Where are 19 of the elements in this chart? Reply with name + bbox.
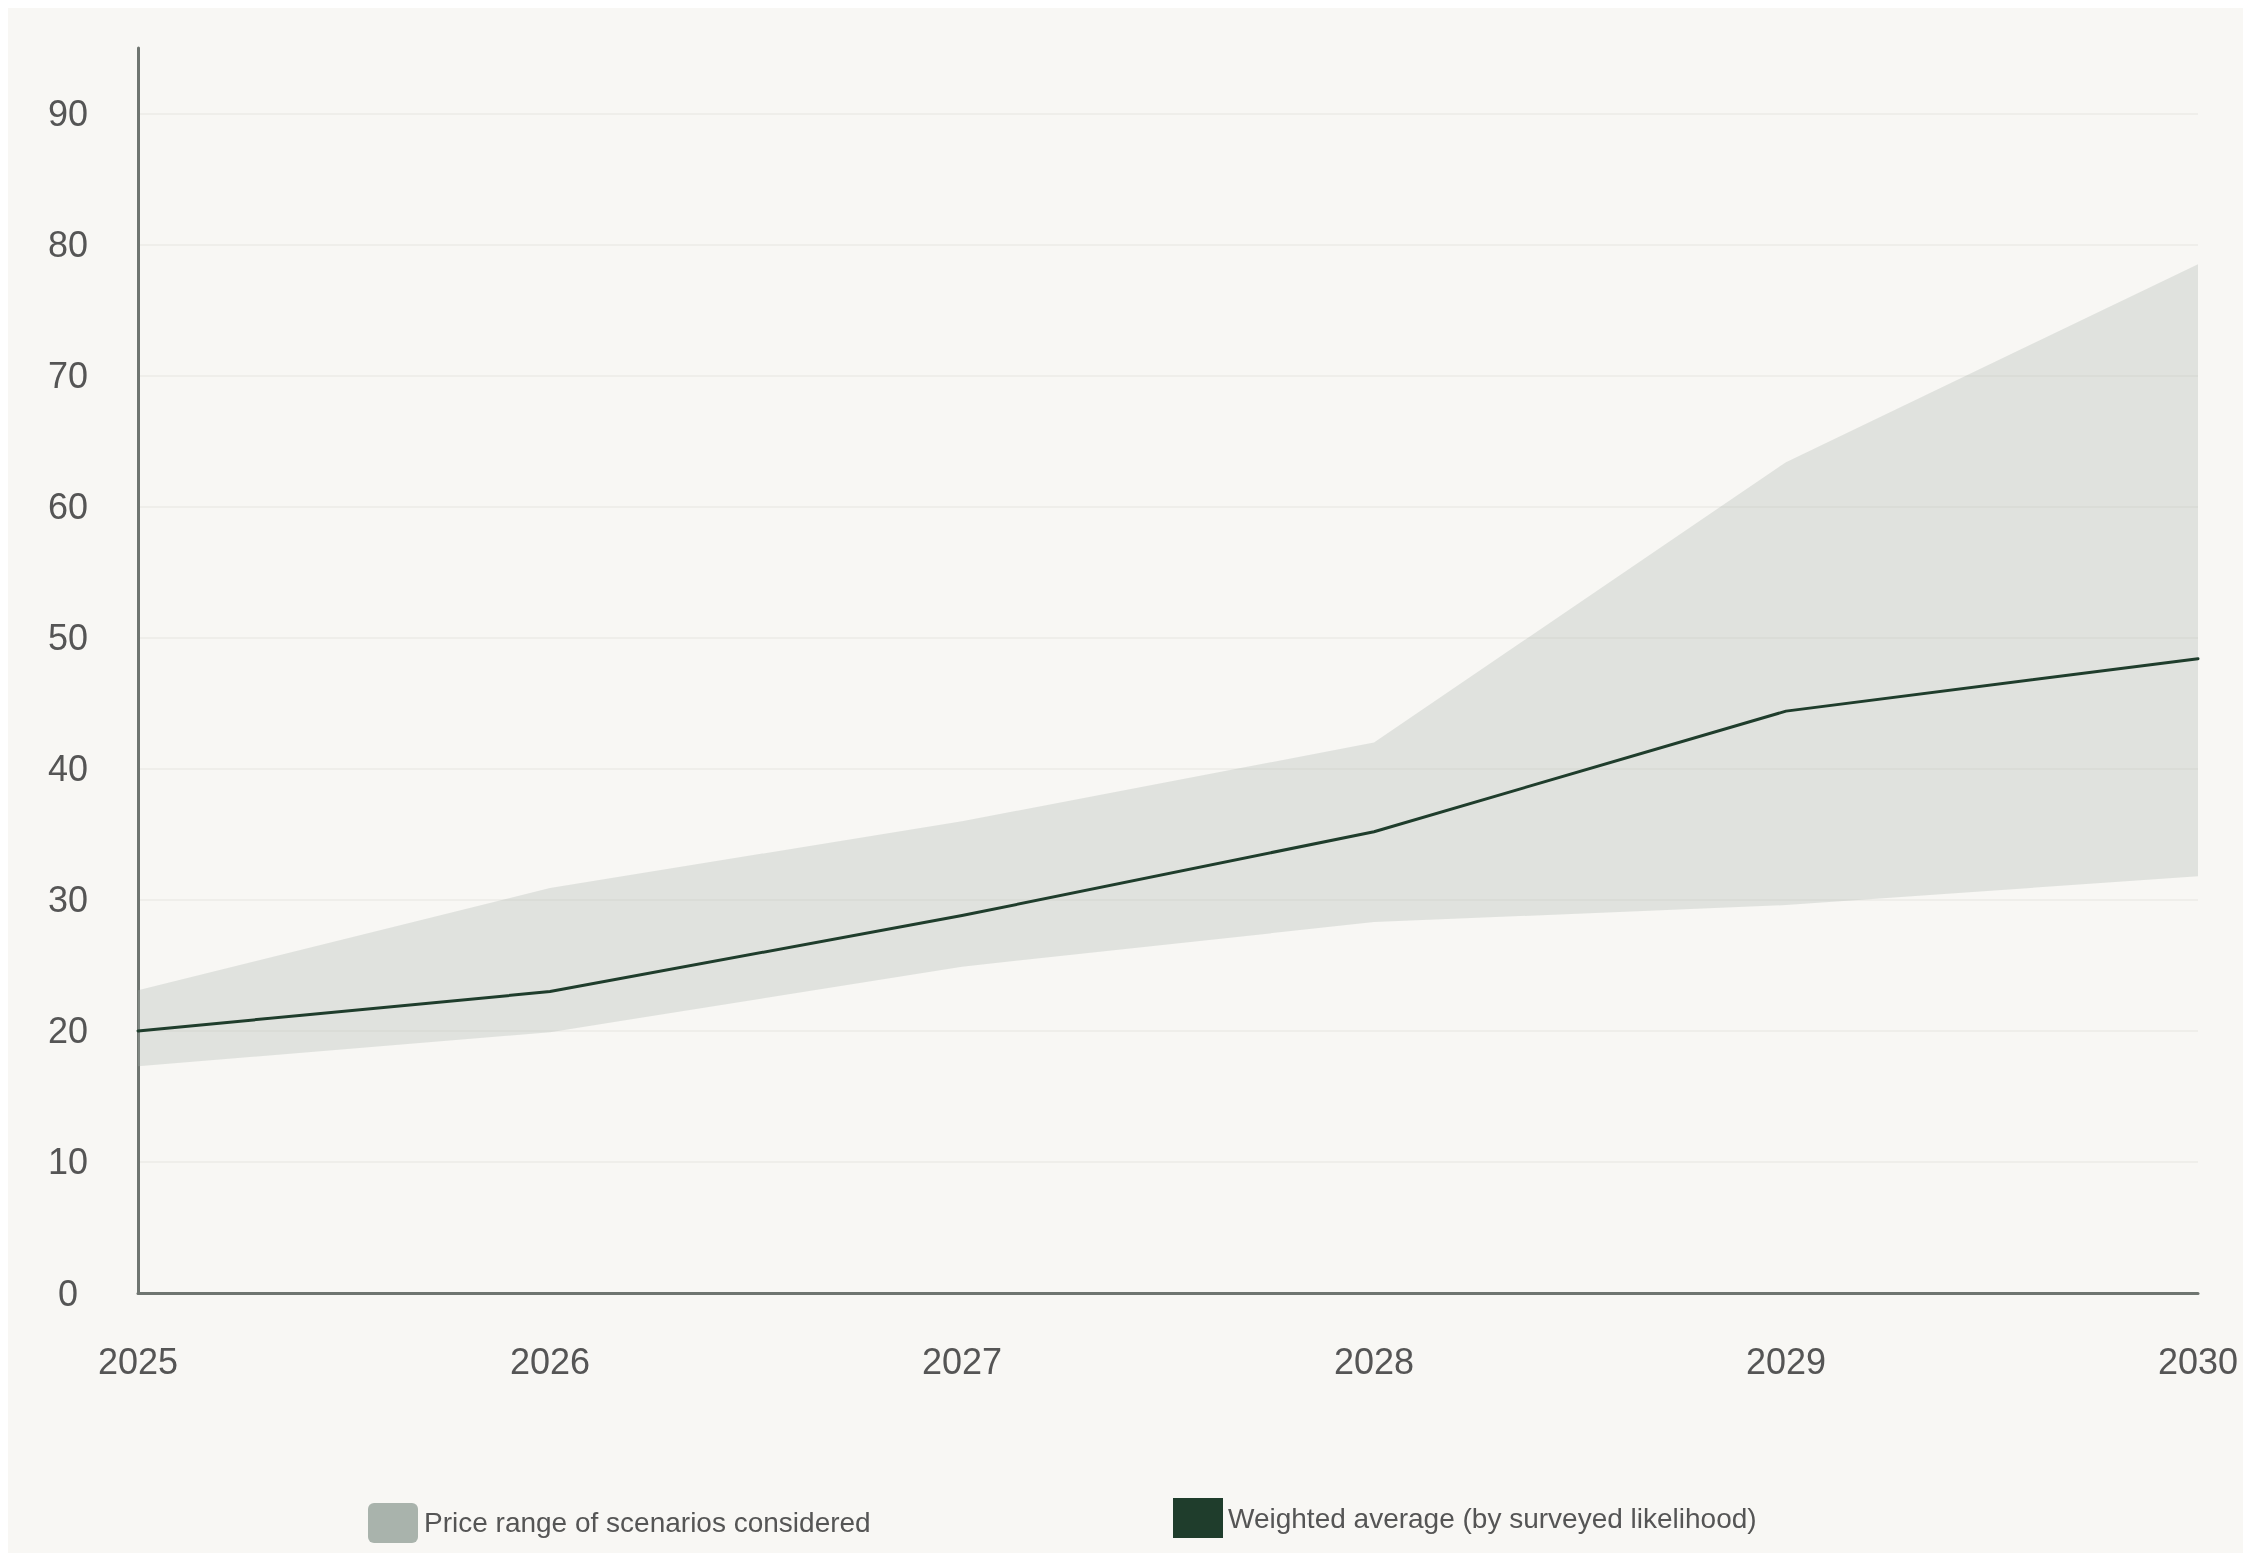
y-tick-label: 20: [47, 1010, 89, 1052]
x-tick-label: 2029: [1745, 1340, 1827, 1382]
x-tick-label: 2030: [2157, 1340, 2239, 1382]
y-tick-label: 10: [47, 1141, 89, 1183]
y-tick-label: 40: [47, 748, 89, 790]
line-series: [136, 657, 2200, 1033]
y-tick-label: 60: [47, 486, 89, 528]
y-tick-label: 80: [47, 224, 89, 266]
x-tick-label: 2025: [97, 1340, 179, 1382]
x-tick-label: 2026: [509, 1340, 591, 1382]
y-tick-label: 70: [47, 355, 89, 397]
x-tick-label: 2027: [921, 1340, 1003, 1382]
legend-label: Weighted average (by surveyed likelihood): [1228, 1502, 1757, 1534]
text: Price range of scenarios considered: [424, 1507, 871, 1539]
y-tick-label: 90: [47, 93, 89, 135]
y-tick-label: 0: [57, 1272, 79, 1314]
y-tick-label: 50: [47, 617, 89, 659]
y-tick-label: 30: [47, 879, 89, 921]
x-tick-label: 2028: [1333, 1340, 1415, 1382]
